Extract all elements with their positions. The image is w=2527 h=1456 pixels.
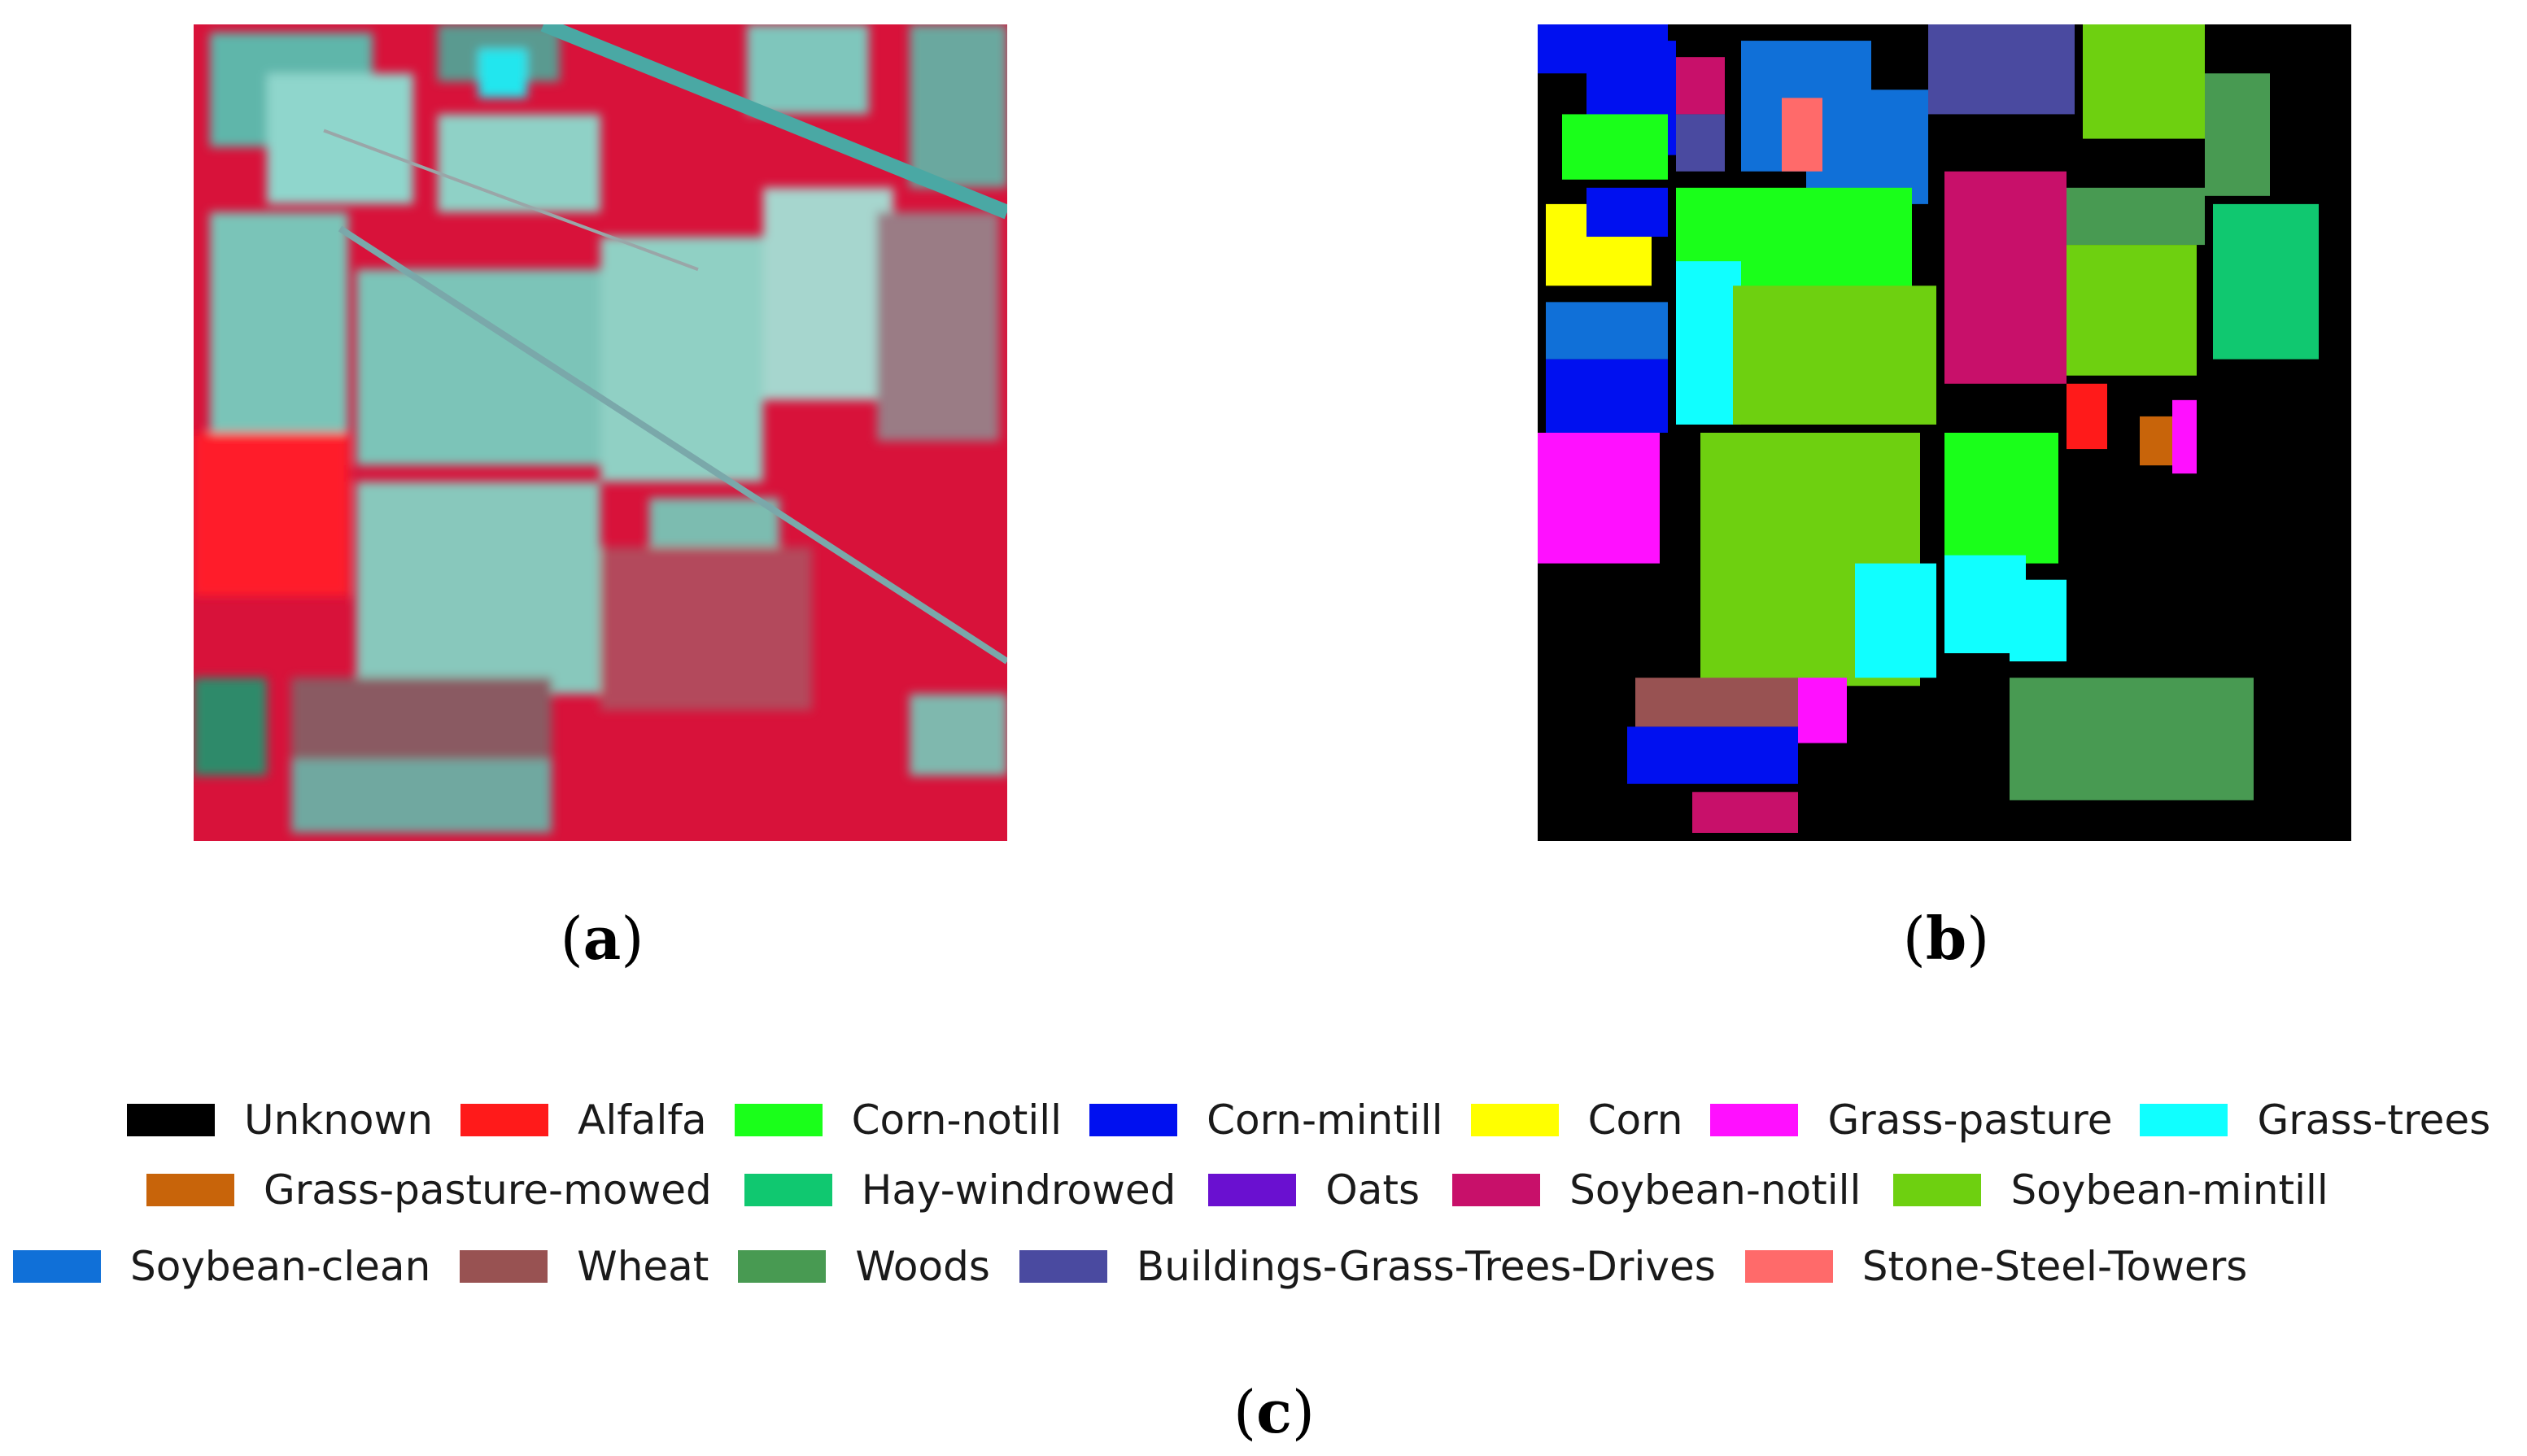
legend-swatch — [744, 1174, 832, 1206]
legend-item: Soybean-notill — [1452, 1166, 1861, 1214]
legend-swatch — [1452, 1174, 1541, 1206]
legend-label: Unknown — [244, 1096, 434, 1144]
legend-label: Alfalfa — [578, 1096, 707, 1144]
legend-item: Unknown — [127, 1096, 433, 1144]
legend-item: Grass-pasture-mowed — [146, 1166, 712, 1214]
legend-swatch — [738, 1250, 827, 1283]
legend-item: Buildings-Grass-Trees-Drives — [1019, 1243, 1716, 1290]
legend-row: Unknown Alfalfa Corn-notill Corn-mintill Cor… — [127, 1096, 2518, 1144]
legend-label: Corn — [1587, 1096, 1683, 1144]
legend-item: Soybean-clean — [13, 1243, 430, 1290]
legend-label: Soybean-notill — [1569, 1166, 1861, 1214]
legend-swatch — [1470, 1104, 1559, 1136]
legend-label: Grass-pasture — [1827, 1096, 2113, 1144]
legend-row: Grass-pasture-mowed Hay-windrowed Oats Soyb… — [146, 1166, 2361, 1214]
legend-swatch — [1710, 1104, 1799, 1136]
legend-swatch — [13, 1250, 101, 1283]
caption-c: (c) — [1233, 1377, 1316, 1446]
legend-swatch — [146, 1174, 234, 1206]
legend-item: Alfalfa — [460, 1096, 707, 1144]
legend-item: Soybean-mintill — [1893, 1166, 2328, 1214]
false-color-image — [194, 24, 1007, 841]
legend-swatch — [734, 1104, 823, 1136]
legend-swatch — [1019, 1250, 1107, 1283]
caption-a: (a) — [560, 904, 644, 973]
legend-swatch — [2140, 1104, 2228, 1136]
legend-label: Soybean-clean — [130, 1243, 431, 1290]
ground-truth-map — [1538, 24, 2351, 841]
legend-item: Stone-Steel-Towers — [1744, 1243, 2248, 1290]
legend-item: Woods — [738, 1243, 990, 1290]
legend-swatch — [460, 1250, 548, 1283]
legend-item: Corn-notill — [734, 1096, 1063, 1144]
legend-swatch — [1208, 1174, 1297, 1206]
legend-label: Corn-notill — [851, 1096, 1063, 1144]
legend-item: Corn — [1470, 1096, 1683, 1144]
legend-label: Oats — [1325, 1166, 1421, 1214]
legend-item: Corn-mintill — [1089, 1096, 1443, 1144]
legend-label: Grass-pasture-mowed — [264, 1166, 712, 1214]
legend-item: Grass-pasture — [1710, 1096, 2112, 1144]
legend-item: Grass-trees — [2140, 1096, 2490, 1144]
legend-label: Corn-mintill — [1207, 1096, 1443, 1144]
legend-label: Hay-windrowed — [861, 1166, 1176, 1214]
legend-swatch — [1893, 1174, 1982, 1206]
legend-label: Soybean-mintill — [2010, 1166, 2328, 1214]
legend-swatch — [460, 1104, 549, 1136]
legend-row: Soybean-clean Wheat Woods Buildings-Grass-T… — [13, 1243, 2276, 1290]
legend-swatch — [127, 1104, 215, 1136]
legend-label: Wheat — [577, 1243, 709, 1290]
legend-label: Grass-trees — [2257, 1096, 2491, 1144]
legend-label: Buildings-Grass-Trees-Drives — [1136, 1243, 1716, 1290]
legend-swatch — [1089, 1104, 1178, 1136]
legend-item: Hay-windrowed — [744, 1166, 1176, 1214]
legend-swatch — [1744, 1250, 1833, 1283]
caption-b: (b) — [1902, 904, 1990, 973]
legend-item: Wheat — [460, 1243, 709, 1290]
legend-item: Oats — [1208, 1166, 1420, 1214]
legend-label: Woods — [855, 1243, 990, 1290]
legend-label: Stone-Steel-Towers — [1861, 1243, 2248, 1290]
